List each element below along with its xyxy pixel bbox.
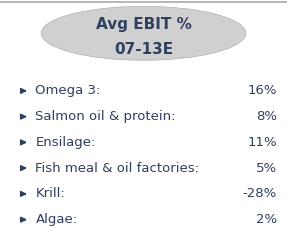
Text: 8%: 8%: [256, 110, 277, 123]
Text: Krill:: Krill:: [36, 187, 65, 200]
Text: Avg EBIT %: Avg EBIT %: [96, 17, 191, 32]
Text: 5%: 5%: [256, 162, 277, 175]
Text: 16%: 16%: [248, 84, 277, 97]
Text: Omega 3:: Omega 3:: [36, 84, 101, 97]
Text: Ensilage:: Ensilage:: [36, 136, 96, 149]
Text: 2%: 2%: [256, 213, 277, 226]
Text: Fish meal & oil factories:: Fish meal & oil factories:: [36, 162, 199, 175]
Text: 07-13E: 07-13E: [114, 42, 173, 57]
Text: -28%: -28%: [243, 187, 277, 200]
Ellipse shape: [41, 6, 246, 60]
Text: Algae:: Algae:: [36, 213, 77, 226]
Text: Salmon oil & protein:: Salmon oil & protein:: [36, 110, 176, 123]
Text: 11%: 11%: [247, 136, 277, 149]
